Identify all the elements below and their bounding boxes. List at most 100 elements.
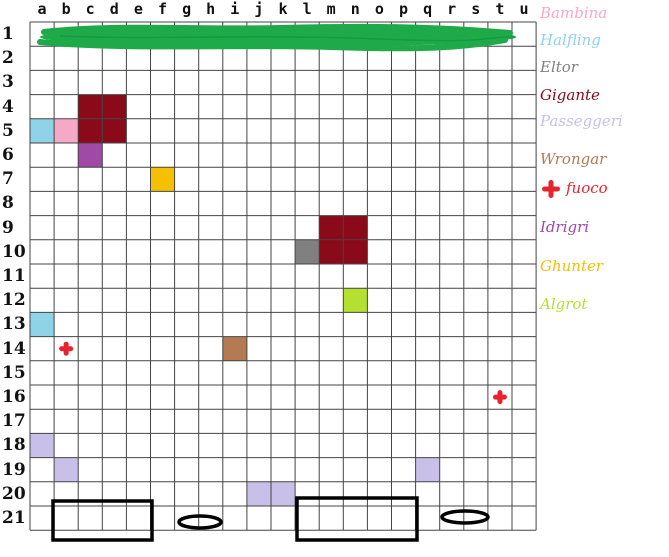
row-label: 15 [2,362,26,383]
column-label: d [109,0,119,18]
grid-lines [29,21,537,531]
legend-label: Wrongar [540,150,607,168]
column-label: i [230,0,240,18]
column-label: s [471,0,481,18]
legend-label: fuoco [566,179,608,197]
fire-cross-icon [542,180,560,198]
token-gigante-n10 [343,239,368,264]
column-label: r [447,0,457,18]
right-ring [440,509,490,525]
row-label: 10 [2,241,26,262]
token-gigante-d4 [102,94,127,119]
legend-item-halfling: Halfling [540,31,601,49]
legend-item-ghunter: Ghunter [540,257,603,275]
token-idrigri-c6 [78,143,103,168]
column-label: m [326,0,336,18]
legend-item-passeggeri: Passeggeri [540,112,623,130]
token-wrongar-i14 [222,336,247,361]
row-label: 16 [2,387,26,407]
column-label: c [85,0,95,18]
legend-item-gigante: Gigante [540,86,600,104]
column-label: b [61,0,71,18]
row-label: 1 [2,24,14,44]
fire-markers [59,341,507,405]
token-gigante-n9 [343,215,368,240]
legend-label: Gigante [540,86,600,104]
column-label: a [37,0,47,18]
legend-item-idrigri: Idrigri [540,218,589,236]
column-label: u [519,0,529,18]
left-ring [177,514,223,530]
token-gigante-m10 [319,239,344,264]
bottom-shapes [51,496,490,542]
column-label: n [350,0,360,18]
row-label: 17 [2,411,26,432]
header-scribble [37,23,516,52]
fire-cross-bar [63,341,69,356]
fire-cross-bar [497,390,503,405]
row-label: 3 [2,72,14,93]
legend-label: Eltor [540,58,578,76]
token-passeggeri-a18 [30,433,55,458]
token-layer [30,94,440,506]
column-label: p [398,0,409,18]
row-label: 8 [2,193,14,214]
legend-item-bambina: Bambina [540,4,607,22]
legend-item-fuoco: fuoco [540,179,608,198]
column-label: q [423,0,433,18]
row-label: 4 [2,96,14,117]
token-gigante-d5 [102,118,127,143]
token-passeggeri-j20 [246,481,271,506]
legend-label: Bambina [540,4,608,22]
column-label: o [374,0,384,18]
column-label: t [495,0,505,18]
legend-label: Ghunter [540,257,604,275]
token-passeggeri-k20 [271,481,296,506]
token-gigante-m9 [319,215,344,240]
fire-cross-icon [492,390,507,405]
token-halfling-a5 [30,118,55,143]
token-eltor-l10 [295,239,320,264]
row-label: 6 [2,145,14,165]
row-label: 13 [2,314,26,335]
row-label: 18 [2,435,26,456]
column-label: j [254,0,264,18]
row-label: 14 [2,338,26,359]
legend-label: Halfling [540,31,601,49]
left-box [51,499,154,542]
row-label: 20 [2,483,26,504]
row-label: 21 [2,508,26,528]
legend-label: Idrigri [540,218,590,236]
row-label: 7 [2,169,14,190]
column-label: l [302,0,312,18]
row-label: 12 [2,290,26,311]
token-gigante-c4 [78,94,103,119]
scribble-stroke [41,23,513,36]
row-label: 5 [2,120,14,141]
right-box [295,496,419,542]
row-label: 11 [2,266,26,286]
token-passeggeri-q19 [415,457,440,482]
token-ghunter-f7 [150,167,175,192]
row-label: 9 [2,217,14,238]
token-algrot-n12 [343,288,368,313]
legend-label: Algrot [540,295,588,313]
legend-item-wrongar: Wrongar [540,150,606,168]
scribble-stroke [37,37,508,52]
token-halfling-a13 [30,312,55,337]
fire-cross-icon [59,341,74,356]
column-label: g [182,0,192,18]
column-label: h [206,0,216,18]
column-label: f [157,0,168,18]
legend-item-eltor: Eltor [540,58,578,76]
column-label: e [133,0,143,18]
token-gigante-c5 [78,118,103,143]
column-label: k [278,0,288,18]
scribble-stroke [59,35,516,42]
legend-label: Passeggeri [540,112,623,130]
token-bambina-b5 [54,118,79,143]
row-label: 2 [2,48,14,69]
row-label: 19 [2,459,26,480]
token-passeggeri-b19 [54,457,79,482]
